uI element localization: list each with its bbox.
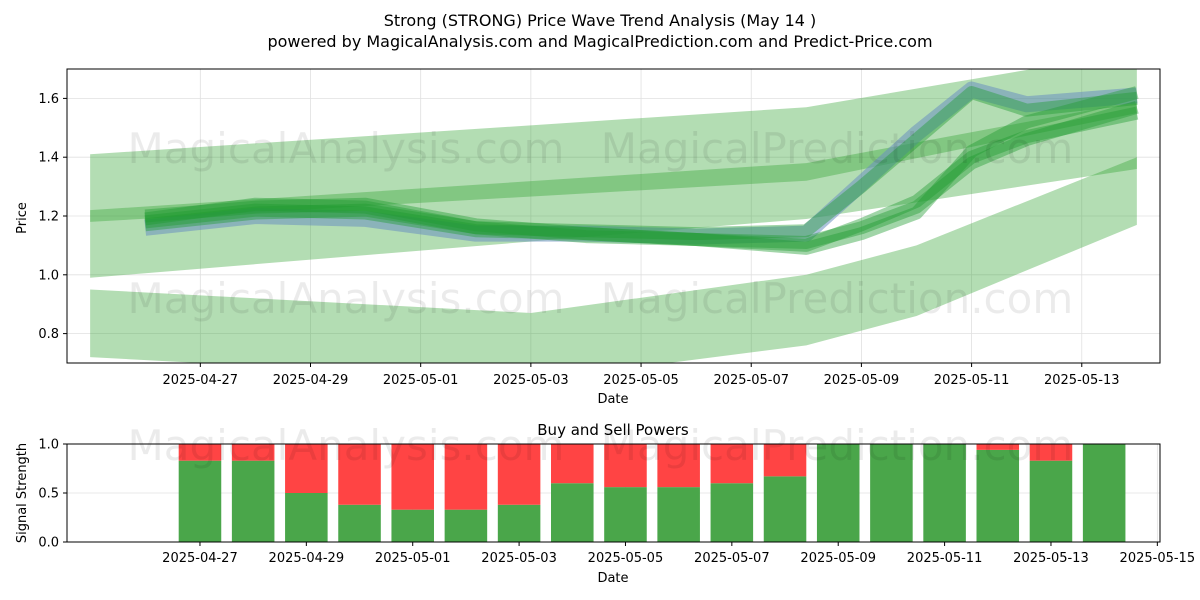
price-y-tick-label: 0.8 [38, 327, 59, 342]
price-y-axis-label: Price [15, 202, 30, 234]
price-wave-line [144, 106, 1139, 252]
chart-title: Strong (STRONG) Price Wave Trend Analysi… [384, 11, 817, 30]
price-wave-line [144, 86, 1139, 255]
signal-x-tick-label: 2025-05-05 [588, 551, 664, 566]
signal-ticks: 2025-04-27 2025-04-29 2025-05-01 2025-05-03… [38, 438, 1195, 567]
buy-power-bar [338, 504, 381, 542]
sell-power-bar [497, 444, 541, 505]
buy-power-bar [231, 460, 275, 542]
signal-x-tick-label: 2025-05-15 [1120, 551, 1196, 566]
price-x-tick-label: 2025-05-05 [603, 373, 679, 388]
signal-y-tick-label: 1.0 [38, 438, 59, 453]
sell-power-bar [444, 444, 488, 510]
price-x-tick-label: 2025-05-11 [934, 373, 1010, 388]
buy-power-bar [1082, 444, 1126, 542]
buy-power-bar [551, 483, 594, 542]
signal-y-tick-label: 0.0 [38, 536, 59, 551]
price-wave-blue-line [144, 81, 1138, 245]
price-band [90, 101, 1137, 222]
price-x-tick-label: 2025-04-27 [163, 373, 239, 388]
price-x-tick-label: 2025-05-13 [1044, 373, 1120, 388]
buy-power-bar [1029, 460, 1073, 542]
sell-power-bar [391, 444, 434, 510]
sell-power-bar [710, 444, 754, 484]
buy-power-bar [657, 487, 700, 542]
buy-power-bar [870, 444, 913, 542]
buy-power-bar [923, 444, 966, 542]
price-plot: MagicalAnalysis.com MagicalPrediction.co… [15, 68, 1161, 407]
price-band [90, 157, 1137, 363]
signal-x-tick-label: 2025-05-01 [375, 551, 451, 566]
signal-bars [178, 444, 1126, 542]
signal-x-tick-label: 2025-05-09 [800, 551, 876, 566]
buy-power-bar [763, 476, 807, 542]
price-x-tick-label: 2025-05-03 [493, 373, 569, 388]
signal-plot: Buy and Sell Powers MagicalAnalysis.com … [15, 421, 1195, 586]
watermark-text: MagicalPrediction.com [601, 421, 1074, 470]
buy-power-bar [178, 460, 222, 542]
price-x-axis-label: Date [597, 392, 628, 407]
signal-y-tick-label: 0.5 [38, 487, 59, 502]
buy-power-bar [816, 444, 860, 542]
signal-x-tick-label: 2025-05-11 [907, 551, 983, 566]
signal-x-tick-label: 2025-04-27 [162, 551, 238, 566]
price-y-tick-label: 1.0 [38, 268, 59, 283]
sell-power-bar [551, 444, 594, 484]
sell-power-bar [657, 444, 700, 488]
buy-power-bar [497, 504, 541, 542]
signal-x-tick-label: 2025-04-29 [269, 551, 345, 566]
signal-chart-title: Buy and Sell Powers [537, 421, 689, 439]
signal-x-axis-label: Date [597, 571, 628, 586]
buy-power-bar [710, 483, 754, 542]
watermark-text: MagicalPrediction.com [601, 124, 1074, 173]
price-x-tick-label: 2025-04-29 [273, 373, 349, 388]
price-wave-line [144, 86, 1138, 241]
buy-power-bar [391, 509, 434, 542]
buy-power-bar [444, 509, 488, 542]
watermark-text: MagicalAnalysis.com [128, 421, 565, 470]
sell-power-bar [338, 444, 381, 505]
sell-power-bar [1029, 444, 1073, 461]
chart-subtitle: powered by MagicalAnalysis.com and Magic… [267, 32, 932, 51]
sell-power-bar [285, 444, 328, 493]
price-x-tick-label: 2025-05-07 [713, 373, 789, 388]
sell-power-bar [763, 444, 807, 477]
buy-power-bar [604, 487, 647, 542]
price-ticks: 2025-04-27 2025-04-29 2025-05-01 2025-05-03… [38, 92, 1119, 388]
price-y-tick-label: 1.4 [38, 151, 59, 166]
price-x-tick-label: 2025-05-01 [383, 373, 459, 388]
signal-y-axis-label: Signal Strength [15, 443, 30, 543]
price-y-tick-label: 1.6 [38, 92, 59, 107]
signal-x-tick-label: 2025-05-13 [1013, 551, 1089, 566]
price-y-tick-label: 1.2 [38, 210, 59, 225]
watermark-text: MagicalAnalysis.com [128, 124, 565, 173]
buy-power-bar [976, 449, 1020, 542]
price-grid [67, 69, 1160, 363]
price-waves [144, 81, 1139, 255]
signal-x-tick-label: 2025-05-07 [694, 551, 770, 566]
sell-power-bar [178, 444, 222, 461]
watermark-text: MagicalPrediction.com [601, 274, 1074, 323]
sell-power-bar [231, 444, 275, 461]
price-x-tick-label: 2025-05-09 [824, 373, 900, 388]
sell-power-bar [604, 444, 647, 488]
watermark-text: MagicalAnalysis.com [128, 274, 565, 323]
buy-power-bar [285, 493, 328, 542]
signal-x-tick-label: 2025-05-03 [481, 551, 557, 566]
price-wave-line [144, 100, 1139, 249]
sell-power-bar [976, 444, 1020, 450]
